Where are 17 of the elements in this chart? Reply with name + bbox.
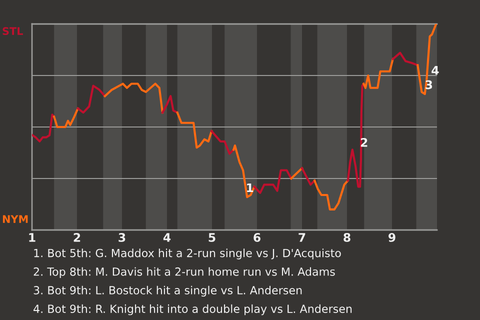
x-tick-label: 2 [74, 232, 80, 242]
x-tick-label: 7 [298, 233, 306, 242]
text: 2. Top 8th: M. Davis hit a 2-run home run vs M. Adams [34, 267, 335, 278]
text: 3. Bot 9th: L. Bostock hit a single vs L. Andersen [34, 286, 302, 297]
annotation: 1 [247, 183, 254, 192]
x-tick-label: 1 [29, 233, 36, 242]
x-tick-label: 5 [208, 233, 216, 242]
x-tick-label: 3 [118, 232, 126, 242]
x-tick-label: 6 [254, 232, 260, 242]
text: NYM [2, 215, 28, 223]
text: 1. Bot 5th: G. Maddox hit a 2-run single vs J. D'Acquisto [34, 248, 341, 260]
x-tick-label: 9 [388, 232, 396, 242]
x-tick-label: 4 [163, 233, 171, 242]
x-tick-label: 8 [344, 232, 350, 242]
text: 4. Bot 9th: R. Knight hit into a double play vs L. Andersen [34, 304, 352, 316]
text: STL [2, 27, 23, 36]
annotation: 4 [432, 66, 439, 75]
